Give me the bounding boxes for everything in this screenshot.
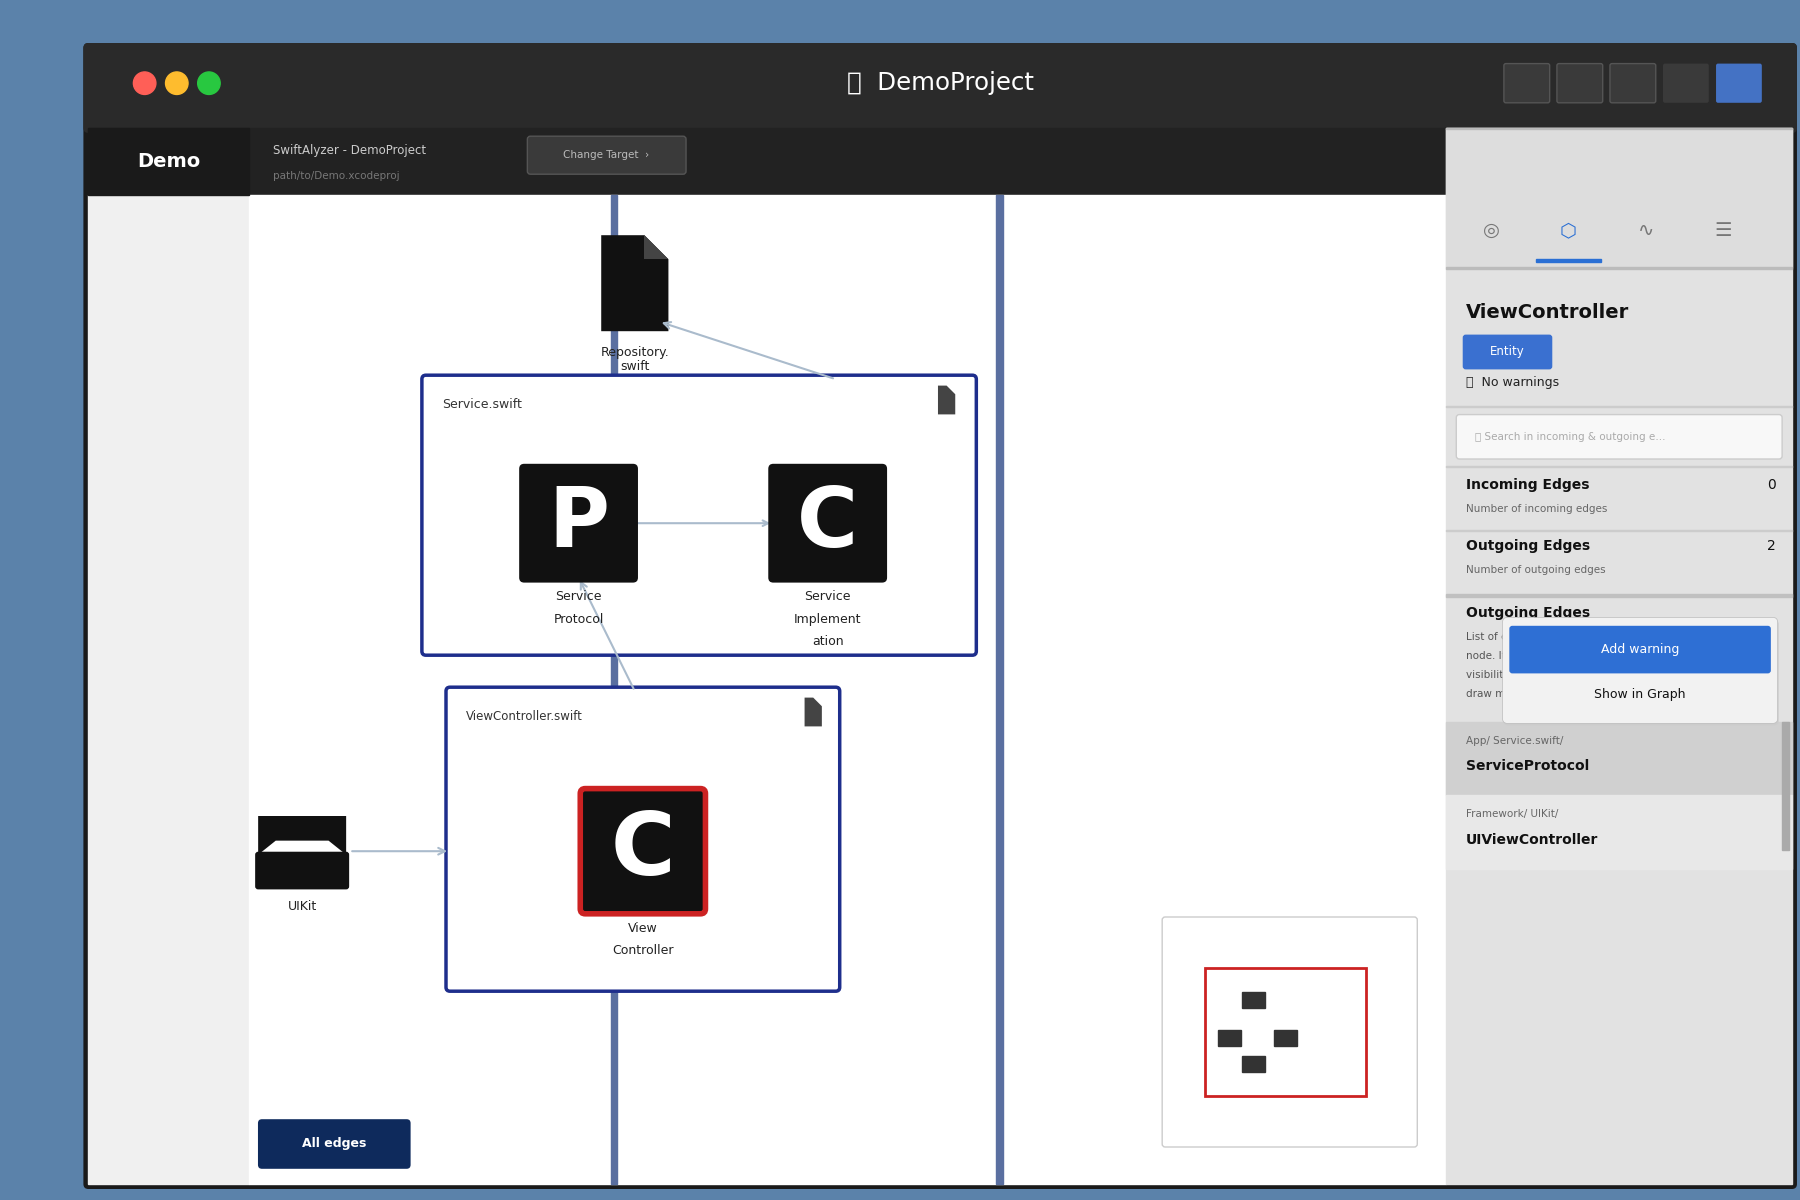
Text: Incoming Edges: Incoming Edges (1465, 478, 1589, 492)
Text: Implement: Implement (794, 613, 862, 626)
Text: Number of incoming edges: Number of incoming edges (1465, 504, 1607, 514)
Polygon shape (601, 235, 668, 331)
Circle shape (166, 72, 187, 95)
Text: path/to/Demo.xcodeproj: path/to/Demo.xcodeproj (274, 170, 400, 181)
Text: visibility of tags and selected edge: visibility of tags and selected edge (1465, 671, 1649, 680)
Text: 📂  DemoProject: 📂 DemoProject (846, 71, 1033, 95)
Text: Number of outgoing edges: Number of outgoing edges (1465, 565, 1606, 575)
Bar (1447, 128, 1793, 268)
Text: Protocol: Protocol (553, 613, 603, 626)
FancyBboxPatch shape (256, 852, 349, 889)
FancyBboxPatch shape (1557, 64, 1602, 103)
Text: List of edges outgoing of this: List of edges outgoing of this (1465, 631, 1618, 642)
FancyBboxPatch shape (1463, 335, 1552, 370)
Bar (1447, 268, 1793, 269)
Text: ⬡: ⬡ (1561, 221, 1577, 240)
Text: Outgoing Edges: Outgoing Edges (1465, 539, 1589, 552)
Text: Service: Service (556, 590, 601, 604)
FancyBboxPatch shape (527, 136, 686, 174)
Bar (1447, 594, 1793, 596)
FancyBboxPatch shape (518, 464, 637, 583)
Bar (1206, 968, 1366, 1096)
Text: App/ Service.swift/: App/ Service.swift/ (1465, 736, 1562, 746)
Text: Show in Graph: Show in Graph (1595, 688, 1687, 701)
Bar (1274, 1031, 1298, 1046)
Text: ServiceProtocol: ServiceProtocol (1465, 760, 1589, 774)
Text: Service: Service (805, 590, 851, 604)
Text: P: P (549, 482, 608, 564)
FancyBboxPatch shape (446, 688, 841, 991)
FancyBboxPatch shape (1510, 626, 1771, 673)
Text: Add warning: Add warning (1600, 643, 1679, 656)
Text: Framework/ UIKit/: Framework/ UIKit/ (1465, 810, 1559, 820)
Polygon shape (938, 385, 956, 414)
FancyBboxPatch shape (1503, 64, 1550, 103)
Text: ✅  No warnings: ✅ No warnings (1465, 376, 1559, 389)
Bar (610, 196, 617, 1184)
Circle shape (133, 72, 157, 95)
Text: Service.swift: Service.swift (443, 398, 522, 412)
Text: ation: ation (812, 635, 844, 648)
Text: 🔍 Search in incoming & outgoing e…: 🔍 Search in incoming & outgoing e… (1476, 432, 1667, 442)
Bar (88, 196, 248, 1184)
Polygon shape (805, 697, 823, 726)
Bar (1537, 259, 1600, 262)
Bar (1782, 721, 1789, 850)
Polygon shape (644, 235, 668, 259)
Text: Repository.: Repository. (601, 346, 670, 359)
Text: ◎: ◎ (1483, 221, 1499, 240)
Text: Controller: Controller (612, 944, 673, 958)
Text: Outgoing Edges: Outgoing Edges (1465, 606, 1589, 619)
Text: swift: swift (621, 360, 650, 372)
FancyBboxPatch shape (1609, 64, 1656, 103)
FancyBboxPatch shape (421, 376, 976, 655)
Text: 0: 0 (1768, 478, 1777, 492)
Bar (1447, 466, 1793, 467)
Bar (1219, 1031, 1240, 1046)
FancyBboxPatch shape (1663, 64, 1708, 103)
Text: node. It’s filtered based on: node. It’s filtered based on (1465, 650, 1606, 661)
Text: ViewController.swift: ViewController.swift (466, 710, 583, 724)
FancyBboxPatch shape (1503, 619, 1778, 726)
Text: C: C (610, 809, 675, 893)
FancyBboxPatch shape (1456, 415, 1782, 458)
Text: ∿: ∿ (1638, 221, 1654, 240)
Bar (1447, 721, 1793, 796)
Text: Entity: Entity (1490, 346, 1525, 359)
Text: SwiftAlyzer - DemoProject: SwiftAlyzer - DemoProject (274, 144, 427, 157)
FancyBboxPatch shape (83, 43, 1796, 133)
Circle shape (198, 72, 220, 95)
FancyBboxPatch shape (83, 43, 1796, 1189)
FancyBboxPatch shape (257, 1120, 410, 1169)
Text: UIKit: UIKit (288, 900, 317, 912)
Text: ☰: ☰ (1714, 221, 1732, 240)
Text: All edges: All edges (302, 1138, 367, 1151)
FancyBboxPatch shape (580, 788, 706, 914)
Text: View: View (628, 922, 657, 935)
Text: C: C (797, 482, 859, 564)
FancyBboxPatch shape (769, 464, 887, 583)
Bar (997, 196, 1003, 1184)
Text: draw mode.: draw mode. (1465, 690, 1528, 700)
Bar (88, 88, 1793, 128)
Bar (1242, 992, 1265, 1008)
Bar (248, 196, 1447, 1184)
Text: ViewController: ViewController (1465, 302, 1629, 322)
Text: UIViewController: UIViewController (1465, 833, 1598, 847)
Bar (88, 128, 1793, 196)
Bar (1242, 1056, 1265, 1072)
Polygon shape (257, 816, 346, 854)
FancyBboxPatch shape (1163, 917, 1417, 1147)
Bar (1447, 128, 1793, 1184)
Text: Demo: Demo (137, 152, 200, 172)
Bar (88, 128, 248, 196)
Text: 2: 2 (1768, 539, 1777, 552)
Bar (1447, 796, 1793, 869)
FancyBboxPatch shape (1715, 64, 1762, 103)
Text: Change Target  ›: Change Target › (563, 150, 650, 160)
FancyBboxPatch shape (1503, 618, 1778, 724)
